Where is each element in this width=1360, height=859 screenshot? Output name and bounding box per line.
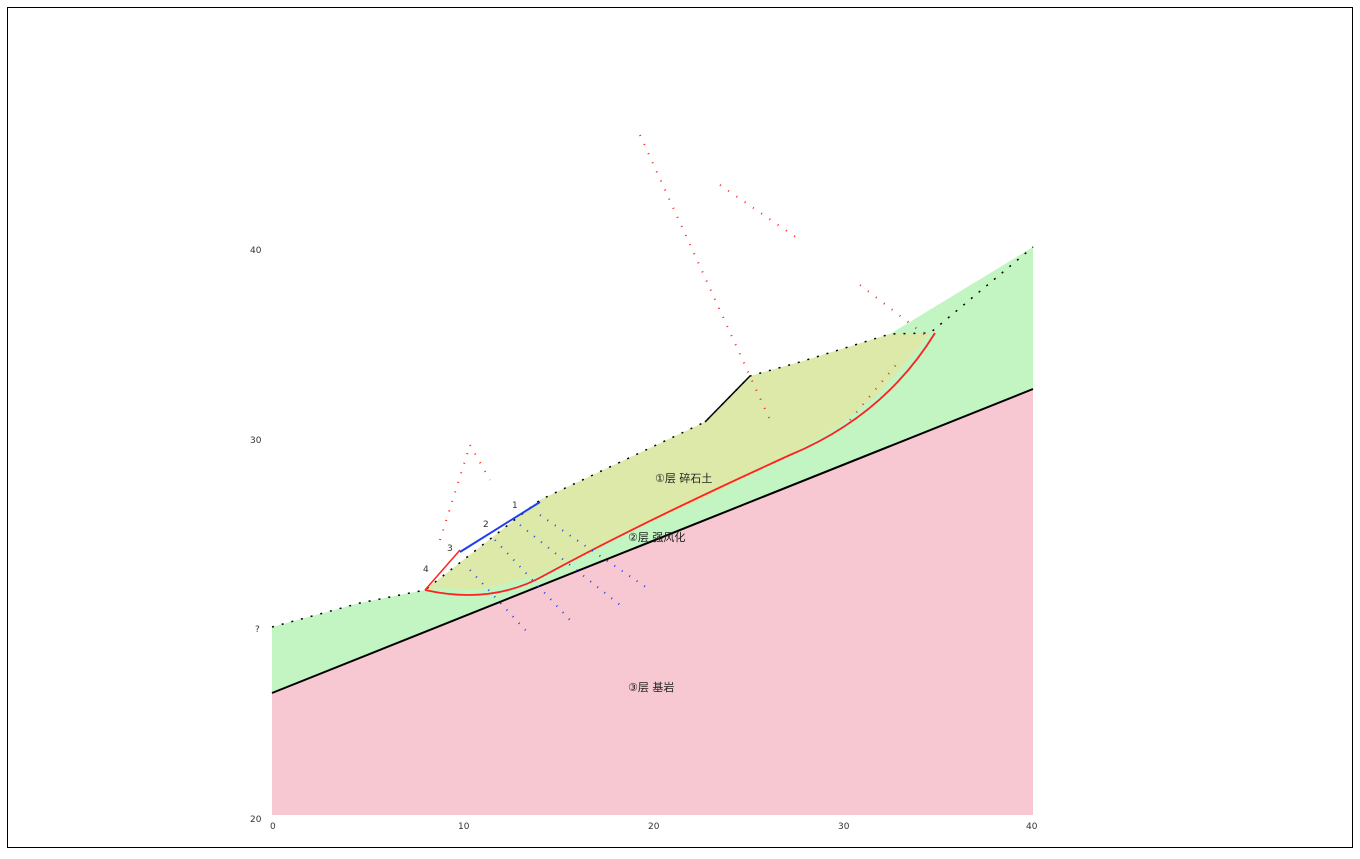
y-tick-label: ?	[255, 625, 260, 635]
bedrock-layer	[272, 389, 1033, 815]
layer-boundary-line	[271, 388, 1034, 694]
bedrock-label: ③层 基岩	[628, 680, 674, 694]
y-tick-label: 40	[250, 246, 262, 256]
slip-surface-left	[424, 549, 461, 591]
slice-label: 4	[423, 565, 429, 575]
slice-label: 2	[483, 520, 489, 530]
y-tick-label: 20	[250, 815, 262, 825]
blue-force-vectors	[469, 514, 651, 636]
x-tick-label: 30	[838, 822, 850, 832]
y-tick-label: 30	[250, 436, 262, 446]
x-tick-label: 20	[648, 822, 660, 832]
x-tick-label: 0	[270, 822, 276, 832]
slice-label: 3	[447, 544, 453, 554]
red-force-vectors	[439, 134, 926, 541]
x-tick-label: 40	[1026, 822, 1038, 832]
deposit-label: ①层 碎石土	[655, 471, 712, 485]
deposit-layer	[425, 333, 930, 590]
force-line-blue	[459, 501, 541, 553]
slip-surface-curve	[424, 332, 936, 596]
ground-segment	[704, 375, 751, 423]
slice-label: 1	[512, 501, 518, 511]
weathered-label: ②层 强风化	[628, 530, 685, 544]
x-tick-label: 10	[458, 822, 470, 832]
